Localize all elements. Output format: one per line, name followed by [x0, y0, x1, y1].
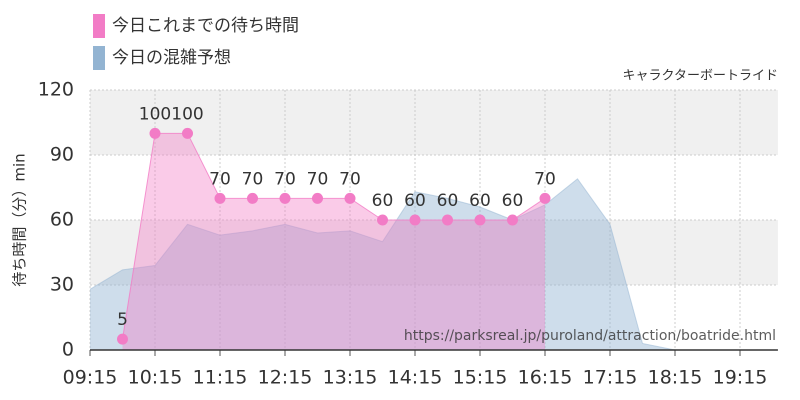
point	[474, 214, 486, 226]
x-tick-label: 17:15	[583, 367, 638, 389]
y-tick-label: 120	[38, 79, 74, 101]
legend-label: 今日の混雑予想	[112, 48, 231, 68]
chart-subtitle: キャラクターボートライド	[623, 69, 778, 84]
legend-label: 今日これまでの待ち時間	[112, 16, 299, 36]
x-tick-label: 10:15	[128, 367, 183, 389]
legend-swatch	[93, 14, 105, 38]
data-label: 5	[117, 310, 128, 330]
x-tick-label: 11:15	[193, 367, 248, 389]
point	[247, 192, 258, 204]
watermark: https://parksreal.jp/puroland/attraction…	[404, 328, 776, 344]
data-label: 100	[139, 104, 171, 124]
point	[442, 214, 453, 226]
point	[312, 192, 323, 204]
data-label: 70	[307, 169, 329, 189]
data-label: 60	[502, 191, 524, 211]
area	[122, 133, 545, 350]
x-tick-label: 12:15	[258, 367, 313, 389]
point	[344, 192, 356, 204]
line	[89, 178, 773, 351]
data-label: 60	[469, 191, 491, 211]
x-tick-label: 09:15	[63, 367, 118, 389]
legend-swatch	[93, 46, 105, 70]
data-label: 60	[437, 191, 459, 211]
y-tick-label: 90	[50, 144, 74, 166]
data-label: 70	[274, 169, 296, 189]
y-axis-label: 待ち時間（分）min	[11, 153, 29, 286]
point	[214, 192, 226, 204]
point	[539, 192, 551, 204]
point	[182, 127, 193, 139]
x-tick-label: 18:15	[648, 367, 703, 389]
data-label: 70	[534, 169, 556, 189]
x-tick-label: 14:15	[388, 367, 443, 389]
y-tick-label: 30	[50, 274, 74, 296]
data-label: 60	[372, 191, 394, 211]
point	[377, 214, 388, 226]
data-label: 70	[209, 169, 231, 189]
x-tick-label: 16:15	[518, 367, 573, 389]
x-tick-label: 15:15	[453, 367, 508, 389]
data-label: 70	[242, 169, 264, 189]
data-label: 60	[404, 191, 426, 211]
x-tick-label: 13:15	[323, 367, 378, 389]
point	[507, 214, 518, 226]
y-tick-label: 60	[50, 209, 74, 231]
point	[117, 333, 128, 345]
grid-band	[90, 90, 778, 155]
point	[149, 127, 161, 139]
data-label: 100	[171, 104, 203, 124]
x-tick-label: 19:15	[713, 367, 768, 389]
point	[409, 214, 421, 226]
grid-band	[90, 220, 778, 285]
area	[90, 178, 773, 350]
data-label: 70	[339, 169, 361, 189]
point	[279, 192, 291, 204]
y-tick-label: 0	[62, 339, 74, 361]
